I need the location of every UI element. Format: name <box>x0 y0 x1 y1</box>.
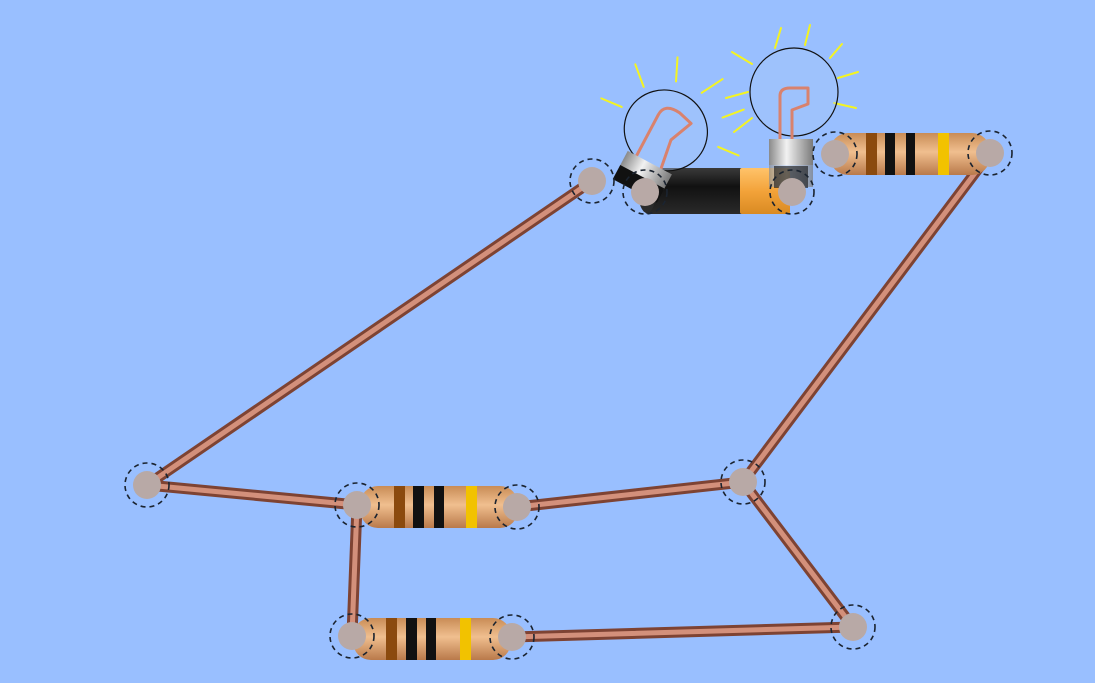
junction-node[interactable] <box>489 614 535 660</box>
resistor-band <box>866 133 877 175</box>
resistor-band <box>885 133 895 175</box>
junction-node[interactable] <box>830 604 876 650</box>
junction-node[interactable] <box>769 169 815 215</box>
junction-node[interactable] <box>967 130 1013 176</box>
resistor-band <box>434 486 444 528</box>
resistor-band <box>394 486 405 528</box>
battery-body-negative <box>645 168 745 214</box>
bulb-filament <box>634 106 693 172</box>
wire[interactable] <box>514 479 746 510</box>
bulb-glass <box>749 47 839 137</box>
glow-rays <box>725 24 859 133</box>
junction-node[interactable] <box>622 169 668 215</box>
resistor-top-right[interactable] <box>830 133 990 175</box>
resistor-band <box>466 486 477 528</box>
junction-node[interactable] <box>812 131 858 177</box>
wire[interactable] <box>740 479 856 630</box>
wire[interactable] <box>144 482 360 508</box>
junction-node[interactable] <box>569 158 615 204</box>
resistor-band <box>413 486 424 528</box>
junction-node[interactable] <box>494 484 540 530</box>
resistor-band <box>906 133 915 175</box>
bulb-base <box>769 139 813 165</box>
bulb-filament <box>778 86 810 140</box>
resistor-middle[interactable] <box>360 486 518 528</box>
resistor-band <box>406 618 417 660</box>
resistor-band <box>386 618 397 660</box>
junction-node[interactable] <box>329 613 375 659</box>
resistor-bottom[interactable] <box>353 618 511 660</box>
junction-node[interactable] <box>124 462 170 508</box>
junction-node[interactable] <box>720 459 766 505</box>
resistor-band <box>426 618 436 660</box>
wire[interactable] <box>509 624 856 640</box>
wire[interactable] <box>740 150 993 485</box>
junctions <box>124 130 1013 660</box>
wires <box>141 147 996 643</box>
junction-node[interactable] <box>334 482 380 528</box>
glow-rays <box>600 56 745 157</box>
resistor-band <box>460 618 471 660</box>
resistor-band <box>938 133 949 175</box>
wire[interactable] <box>144 178 595 488</box>
